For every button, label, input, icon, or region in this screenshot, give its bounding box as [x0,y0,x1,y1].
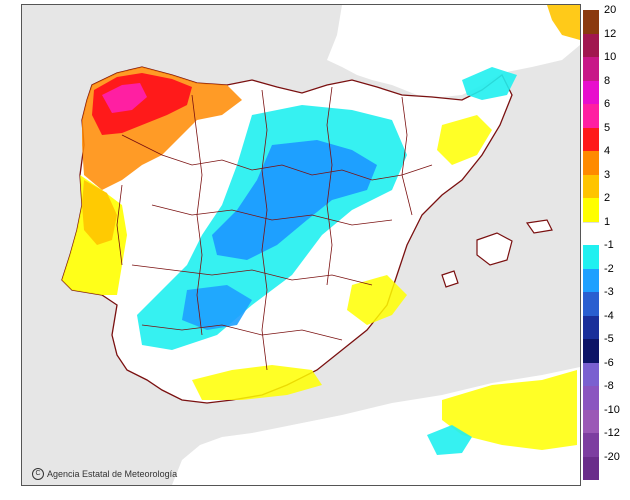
colder-anomaly-south [182,285,252,330]
legend-swatch [583,33,599,57]
menorca [525,219,553,234]
legend-swatch [583,104,599,128]
map-canvas [61,5,580,485]
legend-label: 5 [604,121,611,134]
legend-swatch [583,433,599,457]
legend-swatch [583,362,599,386]
warm-anomaly-corsica [547,5,580,40]
mild-anomaly-africa [442,370,577,450]
legend-swatch [583,409,599,433]
legend-label: -6 [604,356,614,369]
legend-swatch [583,80,599,104]
legend-swatch [583,386,599,410]
mild-anomaly-south [192,365,322,400]
hottest-anomaly-galicia [102,83,147,113]
copyright-icon: C [32,468,44,480]
cold-anomaly-africa [427,425,472,455]
warm-anomaly-portugal [82,180,117,245]
legend-swatch [583,456,599,480]
legend-swatch [583,198,599,222]
legend-swatch [583,151,599,175]
legend-label: -4 [604,309,614,322]
legend-label: 12 [604,27,617,40]
legend-label: 4 [604,145,611,157]
legend-label: 1 [604,215,611,228]
legend-label: -10 [604,403,620,416]
legend-swatch [583,292,599,316]
mild-anomaly-catalonia [437,115,492,165]
legend-swatch [583,57,599,81]
anomaly-map: C Agencia Estatal de Meteorología aemet [21,4,581,486]
legend-swatch [583,174,599,198]
mallorca [476,232,513,266]
legend-label: -1 [604,239,614,251]
legend-swatch [583,245,599,269]
legend-label: 2 [604,192,611,204]
legend-label: 3 [604,168,611,181]
legend-label: 10 [604,51,617,63]
aemet-watermark: aemet [522,461,568,477]
legend-label: -3 [604,286,614,298]
credit-line: C Agencia Estatal de Meteorología [32,468,177,480]
legend-label: -5 [604,333,614,345]
legend-label: -12 [604,427,620,439]
legend-label: 8 [604,74,611,87]
credit-text: Agencia Estatal de Meteorología [47,469,178,479]
legend-label: 20 [604,4,617,16]
legend-label: 6 [604,98,611,110]
legend-swatch [583,339,599,363]
france-land [327,5,580,97]
province-borders [116,86,433,371]
legend-swatch [583,268,599,292]
legend-label: -2 [604,262,614,275]
legend-swatch [583,315,599,339]
legend-label: -8 [604,380,614,392]
color-legend: 20 12 10 8 6 5 4 3 2 1 -1 -2 -3 -4 -5 -6 -8 -10 -12 -20 [583,5,630,480]
colder-anomaly-central [212,140,377,260]
legend-swatch [583,127,599,151]
legend-swatch [583,10,599,34]
mild-anomaly-levante [347,275,407,325]
ibiza [441,270,459,288]
cold-anomaly-northeast [462,67,517,100]
legend-swatch [583,221,599,246]
legend-label: -20 [604,450,620,463]
